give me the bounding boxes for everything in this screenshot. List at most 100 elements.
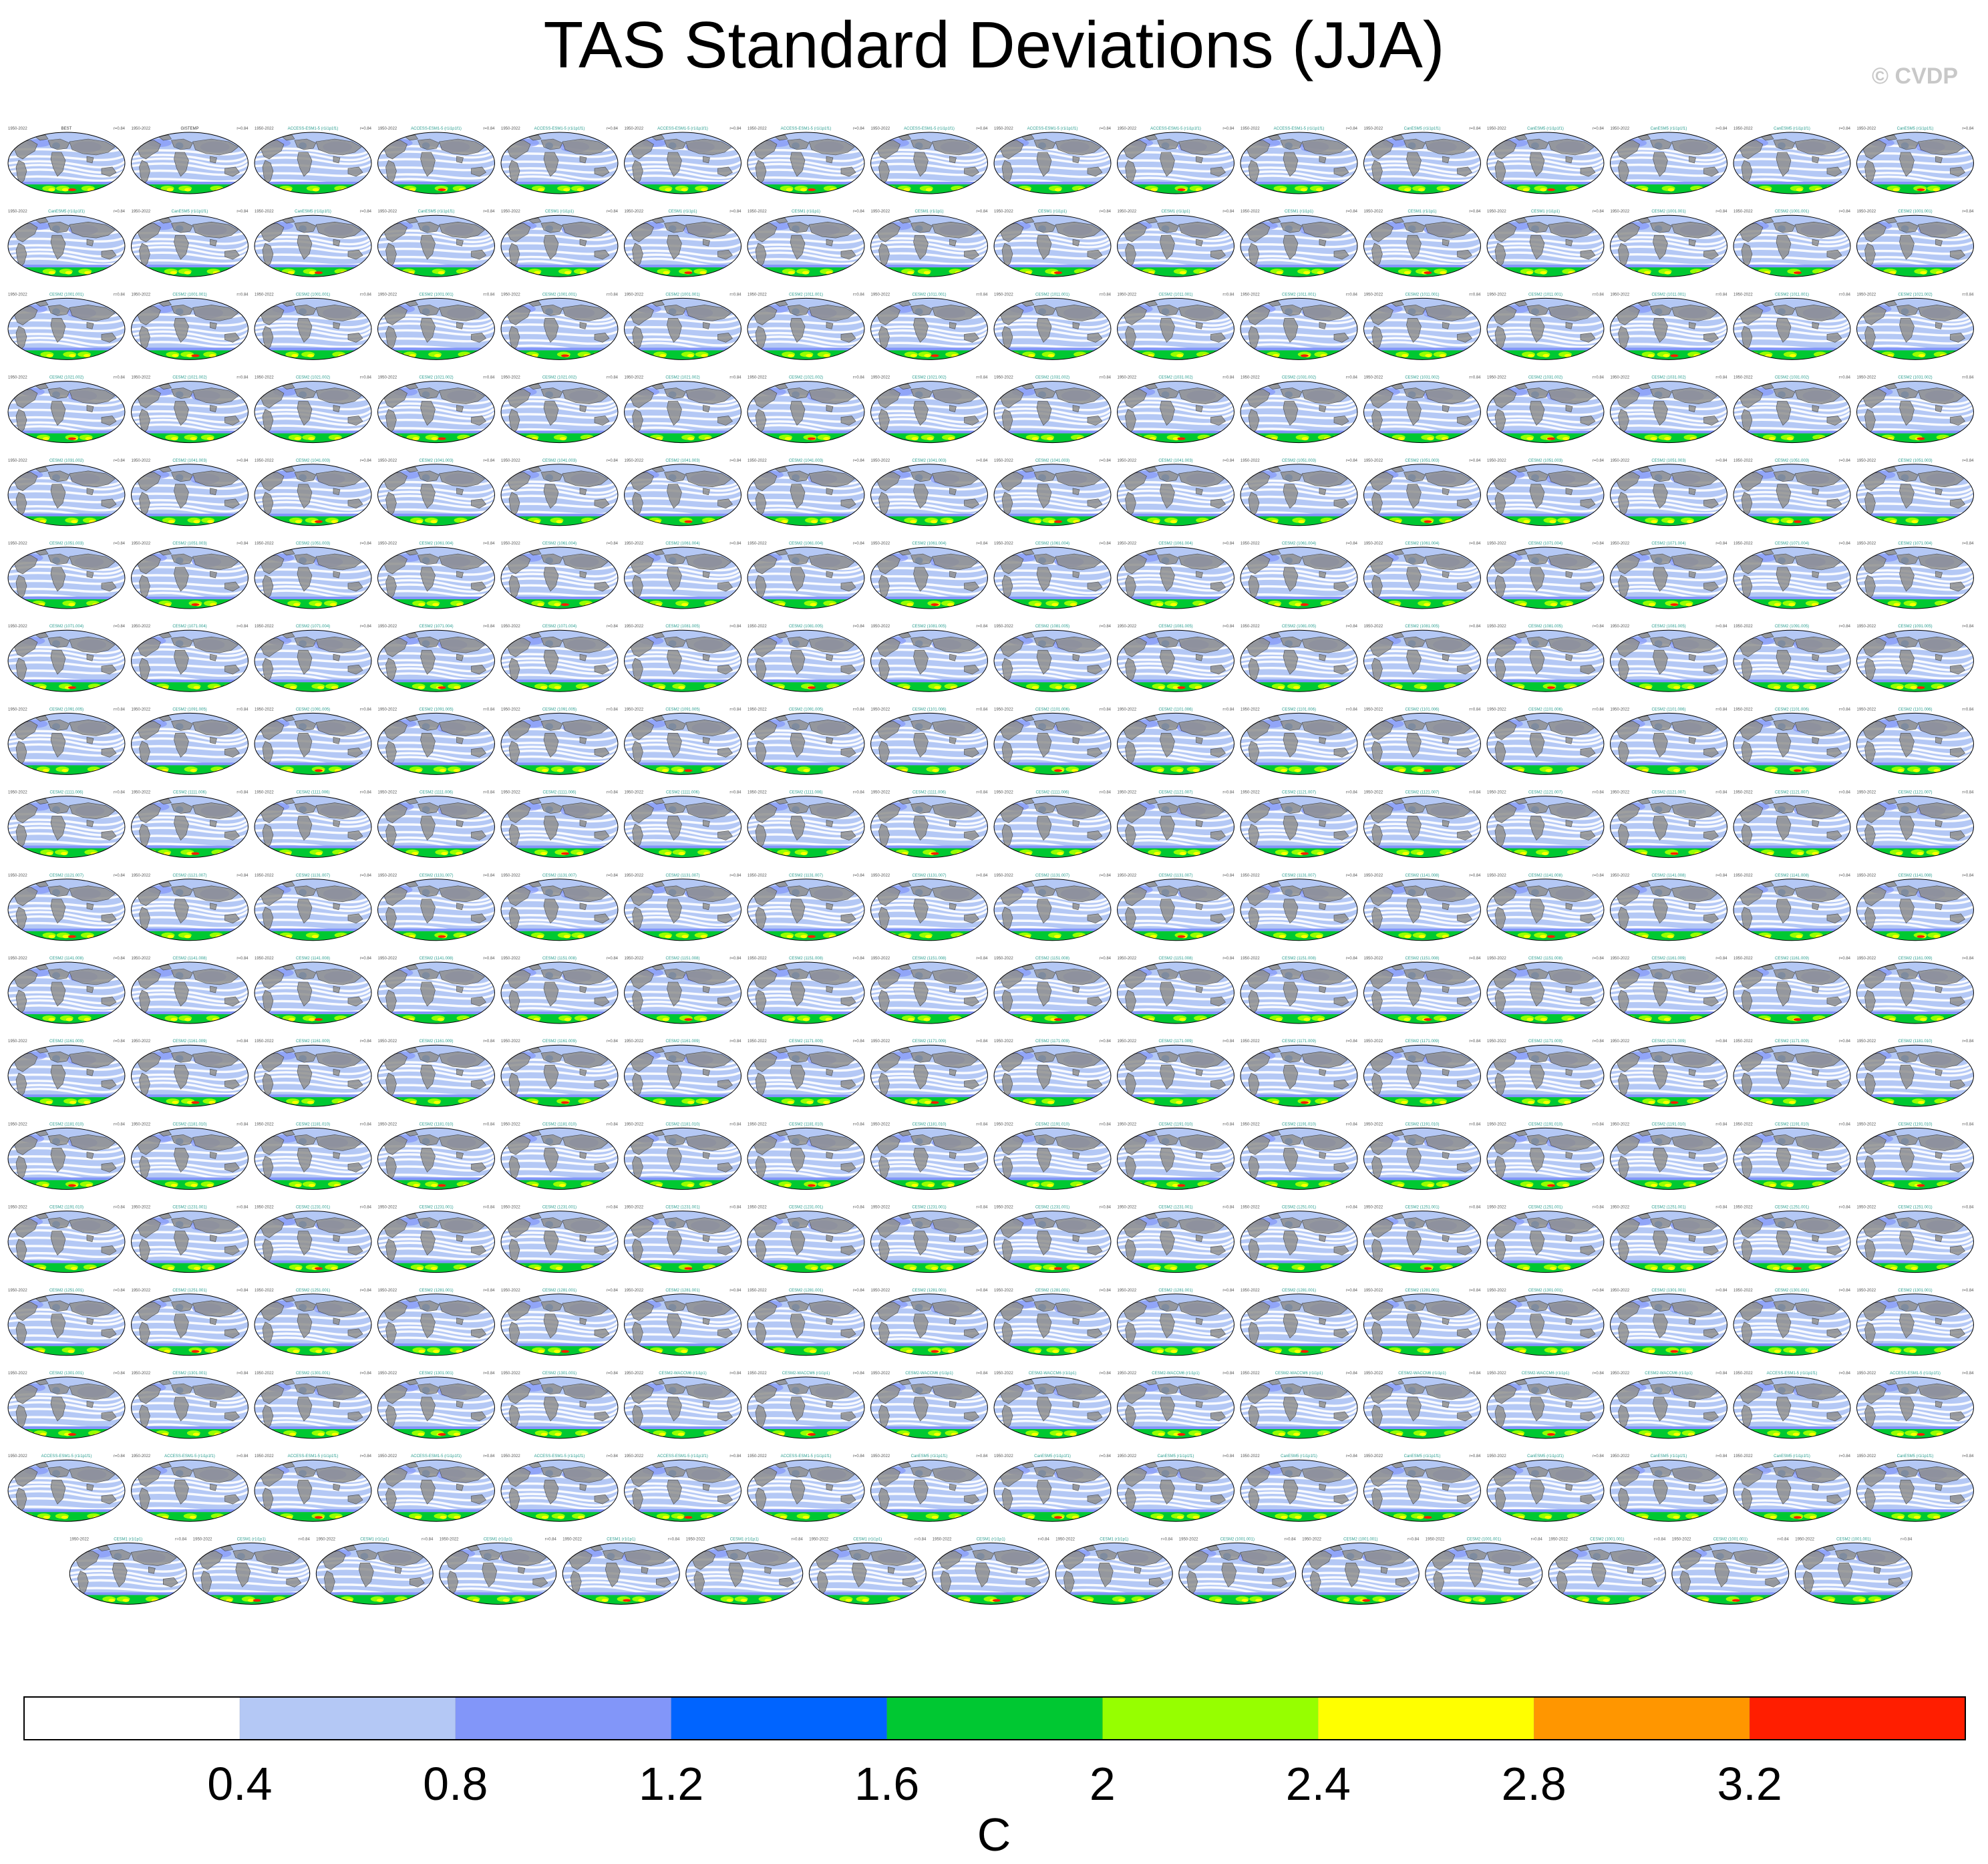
panel-period-label: 1950-2022 <box>1364 957 1383 961</box>
panel-stat-label: r=0.84 <box>1962 791 1974 795</box>
map-panel: 1950-2022 CanESM5 (r1i1p1f1) r=0.84 <box>1486 1454 1605 1522</box>
panel-stat-label: r=0.84 <box>976 459 988 463</box>
map-panel: 1950-2022 ACCESS-ESM1-5 (r1i1p1f1) r=0.84 <box>1856 1372 1974 1439</box>
panel-period-label: 1950-2022 <box>132 376 151 380</box>
colorbar-swatch <box>239 1697 456 1740</box>
panel-stat-label: r=0.84 <box>1839 791 1851 795</box>
panel-title: CESM2 (1101.006) <box>1035 708 1069 712</box>
panel-title: CESM2 (1281.001) <box>1405 1289 1439 1293</box>
panel-period-label: 1950-2022 <box>994 1454 1013 1458</box>
panel-stat-label: r=0.84 <box>729 376 741 380</box>
panel-period-label: 1950-2022 <box>501 293 520 297</box>
panel-stat-label: r=0.84 <box>483 376 495 380</box>
panel-period-label: 1950-2022 <box>1611 459 1630 463</box>
panel-title: CESM2 (1131.007) <box>913 874 947 878</box>
panel-stat-label: r=0.84 <box>114 708 126 712</box>
panel-stat-label: r=0.84 <box>360 1372 372 1376</box>
panel-period-label: 1950-2022 <box>994 625 1013 629</box>
map-panel: 1950-2022 CESM2 (1001.001) r=0.84 <box>1425 1537 1542 1605</box>
panel-period-label: 1950-2022 <box>1857 293 1876 297</box>
panel-period-label: 1950-2022 <box>1857 625 1876 629</box>
panel-title: CESM2 (1101.006) <box>1775 708 1809 712</box>
panel-period-label: 1950-2022 <box>1487 542 1506 546</box>
map-panel: 1950-2022 CESM2 (1071.004) r=0.84 <box>131 625 248 692</box>
map-panel: 1950-2022 ACCESS-ESM1-5 (r1i1p1f1) r=0.84 <box>870 127 988 194</box>
map-panel: 1950-2022 CESM2 (1051.003) r=0.84 <box>1856 459 1974 526</box>
map-panel: 1950-2022 CESM2 (1101.006) r=0.84 <box>1117 708 1234 775</box>
map-panel: 1950-2022 CESM2 (1101.006) r=0.84 <box>1733 708 1851 775</box>
panel-period-label: 1950-2022 <box>1118 1289 1137 1293</box>
panel-period-label: 1950-2022 <box>625 1040 644 1044</box>
panel-stat-label: r=0.84 <box>236 625 248 629</box>
panel-stat-label: r=0.84 <box>607 376 619 380</box>
panel-period-label: 1950-2022 <box>1857 1122 1876 1126</box>
panel-stat-label: r=0.84 <box>1100 1122 1112 1126</box>
panel-period-label: 1950-2022 <box>1857 791 1876 795</box>
panel-title: CESM2 (1141.008) <box>1652 874 1686 878</box>
map-panel: 1950-2022 CESM2 (1131.007) r=0.84 <box>1240 874 1358 941</box>
panel-title: CESM2 (1131.007) <box>542 874 576 878</box>
map-panel: 1950-2022 CESM2 (1151.008) r=0.84 <box>1240 957 1358 1024</box>
map-panel: 1950-2022 CESM2 (1141.008) r=0.84 <box>1733 874 1851 941</box>
panel-title: CESM2 (1001.001) <box>1713 1537 1748 1541</box>
map-panel: 1950-2022 CESM2 (1041.003) r=0.84 <box>377 459 495 526</box>
panel-period-label: 1950-2022 <box>1857 1289 1876 1293</box>
map-panel: 1950-2022 CESM2 (1091.005) r=0.84 <box>377 708 495 775</box>
panel-period-label: 1950-2022 <box>8 1122 27 1126</box>
panel-stat-label: r=0.84 <box>483 1122 495 1126</box>
map-panel: 1950-2022 CESM2 (1111.006) r=0.84 <box>993 791 1112 859</box>
map-panel: 1950-2022 CESM1 (r1i1p1) r=0.84 <box>1240 210 1358 277</box>
map-panel: 1950-2022 CESM2 (1041.003) r=0.84 <box>131 459 248 526</box>
map-panel: 1950-2022 CESM2 (1111.006) r=0.84 <box>624 791 741 859</box>
panel-period-label: 1950-2022 <box>625 542 644 546</box>
panel-title: CESM2 (1041.003) <box>1035 459 1069 463</box>
panel-title: CESM2 (1001.001) <box>542 293 576 297</box>
panel-title: CESM2 (1001.001) <box>296 293 330 297</box>
panel-title: CESM2 (1231.001) <box>789 1206 823 1210</box>
panel-period-label: 1950-2022 <box>1240 1206 1260 1210</box>
panel-period-label: 1950-2022 <box>625 1372 644 1376</box>
panel-title: CESM2 (1301.001) <box>1528 1289 1562 1293</box>
panel-stat-label: r=0.84 <box>1469 210 1481 214</box>
panel-stat-label: r=0.84 <box>1222 459 1234 463</box>
panel-period-label: 1950-2022 <box>132 210 151 214</box>
panel-period-label: 1950-2022 <box>994 1206 1013 1210</box>
panel-stat-label: r=0.84 <box>1962 874 1974 878</box>
map-panel: 1950-2022 CESM2 (1231.001) r=0.84 <box>131 1206 248 1273</box>
map-panel: 1950-2022 CESM2-WACCM6 (r1i1p1) r=0.84 <box>993 1372 1112 1439</box>
map-panel: 1950-2022 CESM2 (1101.006) r=0.84 <box>1240 708 1358 775</box>
map-panel: 1950-2022 CESM2 (1281.001) r=0.84 <box>870 1289 988 1356</box>
panel-period-label: 1950-2022 <box>378 293 397 297</box>
panel-title: CESM2-WACCM6 (r1i1p1) <box>1398 1372 1446 1376</box>
panel-stat-label: r=0.84 <box>1222 874 1234 878</box>
panel-title: CanESM5 (r1i1p1f1) <box>418 210 455 214</box>
panel-period-label: 1950-2022 <box>625 957 644 961</box>
panel-stat-label: r=0.84 <box>853 708 865 712</box>
panel-period-label: 1950-2022 <box>501 1454 520 1458</box>
map-panel: 1950-2022 CESM2 (1141.008) r=0.84 <box>7 957 126 1024</box>
map-panel: 1950-2022 ACCESS-ESM1-5 (r1i1p1f1) r=0.84 <box>254 127 372 194</box>
panel-title: CanESM5 (r1i1p1f1) <box>295 210 331 214</box>
map-panel: 1950-2022 CESM2 (1281.001) r=0.84 <box>1117 1289 1234 1356</box>
panel-stat-label: r=0.84 <box>236 376 248 380</box>
panel-period-label: 1950-2022 <box>748 127 767 131</box>
map-panel: 1950-2022 CESM2 (1051.003) r=0.84 <box>1240 459 1358 526</box>
panel-period-label: 1950-2022 <box>132 127 151 131</box>
panel-title: ACCESS-ESM1-5 (r1i1p1f1) <box>904 127 955 131</box>
map-panel: 1950-2022 ACCESS-ESM1-5 (r1i1p1f1) r=0.84 <box>500 1454 619 1522</box>
map-panel: 1950-2022 CESM2 (1071.004) r=0.84 <box>1856 542 1974 609</box>
panel-stat-label: r=0.84 <box>729 542 741 546</box>
panel-stat-label: r=0.84 <box>1715 874 1727 878</box>
map-panel: 1950-2022 CESM2 (1131.007) r=0.84 <box>870 874 988 941</box>
panel-stat-label: r=0.84 <box>1593 1454 1605 1458</box>
panel-period-label: 1950-2022 <box>748 210 767 214</box>
map-panel: 1950-2022 CESM2 (1231.001) r=0.84 <box>254 1206 372 1273</box>
map-panel: 1950-2022 CESM2-WACCM6 (r1i1p1) r=0.84 <box>1363 1372 1481 1439</box>
panel-period-label: 1950-2022 <box>1611 625 1630 629</box>
panel-stat-label: r=0.84 <box>1100 1372 1112 1376</box>
panel-period-label: 1950-2022 <box>1857 1454 1876 1458</box>
panel-stat-label: r=0.84 <box>1715 791 1727 795</box>
panel-period-label: 1950-2022 <box>132 957 151 961</box>
map-panel: 1950-2022 CanESM5 (r1i1p1f1) r=0.84 <box>1610 1454 1727 1522</box>
panel-grid: 1950-2022 BEST r=0.84 1950-2022 GISTEMP r=0.8… <box>7 127 1974 1605</box>
